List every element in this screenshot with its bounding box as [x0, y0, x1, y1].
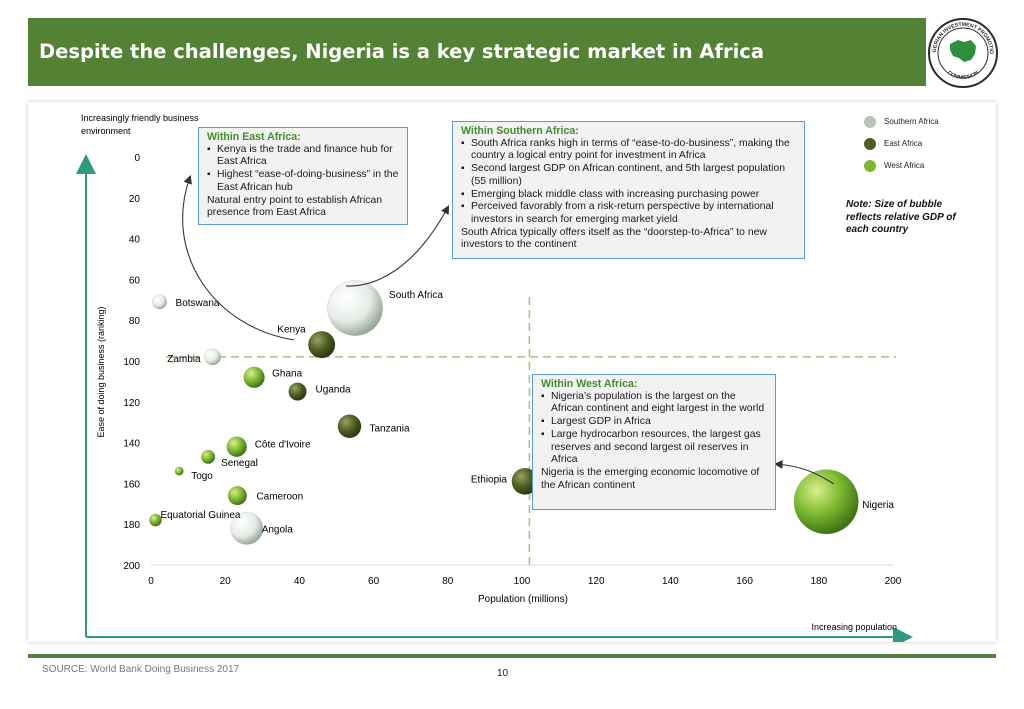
legend-swatch [864, 116, 876, 128]
southern-callout-arrow [345, 205, 450, 287]
legend-label: Southern Africa [884, 117, 939, 126]
legend-swatch [864, 138, 876, 150]
x-tick-label: 200 [885, 576, 902, 587]
bubble-cameroon [227, 485, 248, 506]
callout-southern-bullet: South Africa ranks high in terms of “eas… [461, 138, 796, 163]
point-label: Ethiopia [471, 474, 508, 485]
y-tick-label: 120 [123, 398, 140, 409]
bubble-equatorial-guinea [149, 513, 162, 527]
callout-southern-bullet: Perceived favorably from a risk-return p… [461, 201, 796, 226]
y-tick-label: 20 [129, 194, 141, 205]
x-axis-label: Population (millions) [478, 594, 568, 605]
y-tick-label: 160 [123, 479, 140, 490]
y-tick-label: 0 [134, 153, 140, 164]
callout-west-bullet: Large hydrocarbon resources, the largest… [541, 429, 767, 467]
callout-east-title: Within East Africa: [207, 131, 301, 143]
bubble-senegal [201, 449, 216, 464]
point-label: Cameroon [256, 492, 303, 503]
footer-divider [28, 654, 996, 658]
y-tick-label: 140 [123, 439, 140, 450]
bubble-size-note: Note: Size of bubble reflects relative G… [846, 199, 956, 236]
source-note: SOURCE: World Bank Doing Business 2017 [42, 664, 240, 675]
x-tick-label: 120 [588, 576, 605, 587]
callout-east-bullet: Kenya is the trade and finance hub for E… [207, 144, 399, 169]
callout-southern-tail: South Africa typically offers itself as … [461, 226, 767, 251]
bubble-ghana [243, 366, 265, 389]
point-label: Tanzania [369, 423, 409, 434]
title-bar: Despite the challenges, Nigeria is a key… [28, 18, 926, 86]
bubble-togo [174, 466, 184, 476]
y-tick-label: 60 [129, 275, 141, 286]
callout-southern-bullet: Second largest GDP on African continent,… [461, 163, 796, 188]
point-label: Zambia [167, 354, 201, 365]
legend-label: East Africa [884, 139, 923, 148]
point-label: Togo [191, 471, 213, 482]
callout-west-tail: Nigeria is the emerging economic locomot… [541, 466, 760, 491]
y-tick-label: 40 [129, 235, 141, 246]
point-label: Côte d'Ivoire [255, 440, 311, 451]
y-tick-label: 80 [129, 316, 141, 327]
top-left-label-line2: environment [81, 126, 131, 136]
bottom-right-label: Increasing population [811, 622, 897, 632]
callout-west-title: Within West Africa: [541, 378, 638, 390]
x-tick-label: 180 [810, 576, 827, 587]
y-tick-label: 200 [123, 561, 140, 572]
point-label: Equatorial Guinea [160, 510, 240, 521]
callout-west-bullet: Largest GDP in Africa [541, 416, 767, 429]
x-tick-label: 140 [662, 576, 679, 587]
callout-east-bullet: Highest “ease-of-doing-business” in the … [207, 169, 399, 194]
east-callout-arrow [182, 174, 295, 341]
point-label: Senegal [221, 458, 258, 469]
y-tick-label: 180 [123, 520, 140, 531]
callout-west-bullet: Nigeria’s population is the largest on t… [541, 391, 767, 416]
bubble-c-te-d-ivoire [226, 436, 248, 458]
point-label: Kenya [277, 325, 306, 336]
top-left-label-line1: Increasingly friendly business [81, 113, 199, 123]
chart-panel: Increasingly friendly business environme… [28, 102, 996, 642]
callout-west-africa: Within West Africa: Nigeria’s population… [532, 374, 776, 510]
callout-southern-title: Within Southern Africa: [461, 125, 579, 137]
x-tick-label: 100 [514, 576, 531, 587]
point-label: South Africa [389, 290, 443, 301]
svg-text:COMMISSION: COMMISSION [946, 70, 980, 81]
bubble-uganda [288, 382, 307, 401]
bubble-chart: Increasingly friendly business environme… [76, 113, 913, 642]
bubble-zambia [204, 348, 221, 366]
callout-southern-bullet: Emerging black middle class with increas… [461, 189, 796, 202]
point-label: Ghana [272, 368, 302, 379]
point-label: Botswana [176, 298, 220, 309]
y-tick-label: 100 [123, 357, 140, 368]
page-number: 10 [497, 668, 509, 679]
bubble-nigeria [793, 469, 859, 535]
x-tick-label: 20 [220, 576, 232, 587]
bubble-south-africa [327, 280, 383, 336]
x-tick-label: 80 [442, 576, 454, 587]
west-callout-arrow [773, 460, 835, 485]
point-label: Uganda [316, 385, 351, 396]
point-label: Nigeria [862, 500, 894, 511]
callout-east-tail: Natural entry point to establish African… [207, 194, 383, 219]
bubble-angola [230, 511, 264, 545]
callout-southern-africa: Within Southern Africa: South Africa ran… [452, 121, 805, 259]
bubble-tanzania [337, 414, 362, 439]
y-axis-label: Ease of doing business (ranking) [96, 306, 106, 437]
bubble-kenya [307, 330, 336, 359]
investment-commission-seal-icon: NIGERIAN INVESTMENT PROMOTION COMMISSION [924, 12, 1000, 90]
bubble-botswana [152, 294, 168, 310]
x-tick-label: 40 [294, 576, 306, 587]
callout-east-africa: Within East Africa: Kenya is the trade a… [198, 127, 408, 225]
legend-label: West Africa [884, 161, 925, 170]
legend-swatch [864, 160, 876, 172]
page-title: Despite the challenges, Nigeria is a key… [39, 40, 764, 63]
x-tick-label: 0 [148, 576, 154, 587]
x-tick-label: 60 [368, 576, 380, 587]
point-label: Angola [262, 524, 294, 535]
x-tick-label: 160 [736, 576, 753, 587]
